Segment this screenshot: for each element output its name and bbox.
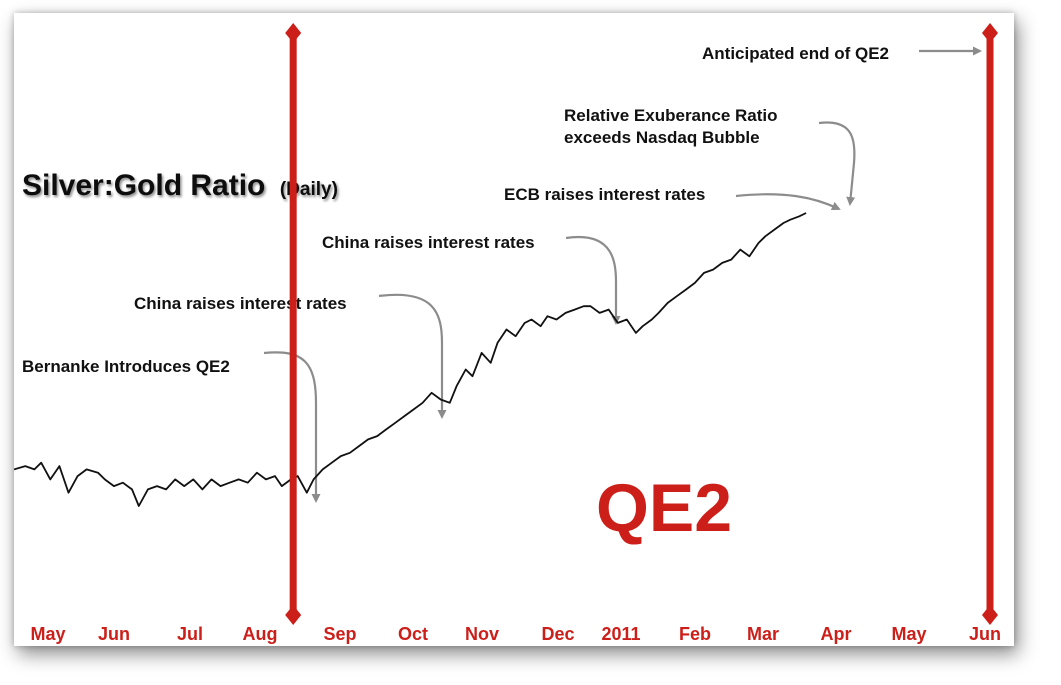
chart-slide: Silver:Gold Ratio (Daily) Bernanke Intro… xyxy=(14,13,1014,646)
annotation-arrow xyxy=(378,293,447,419)
annotation-0: Bernanke Introduces QE2 xyxy=(22,351,321,503)
chart-subtitle-text: (Daily) xyxy=(280,179,338,200)
qe2-start-top-diamond xyxy=(285,23,302,43)
x-tick-label: Feb xyxy=(679,624,711,644)
annotation-line: China raises interest rates xyxy=(134,294,347,313)
x-tick-label: May xyxy=(891,624,926,644)
x-tick-label: Jul xyxy=(177,624,203,644)
annotation-arrow xyxy=(565,235,621,325)
annotation-line: Anticipated end of QE2 xyxy=(702,44,889,63)
annotation-text: Relative Exuberance Ratio exceeds Nasdaq … xyxy=(564,106,778,147)
annotation-text: Bernanke Introduces QE2 xyxy=(22,357,230,376)
x-tick-label: Dec xyxy=(541,624,574,644)
series-line-layer xyxy=(14,212,807,507)
annotation-3: ECB raises interest rates xyxy=(504,185,841,211)
qe2-start-bottom-diamond xyxy=(285,605,302,625)
annotation-2: China raises interest rates xyxy=(322,233,621,325)
annotation-arrow xyxy=(263,351,321,503)
annotations: Bernanke Introduces QE2 China raises inte… xyxy=(22,44,982,503)
x-tick-label: Sep xyxy=(323,624,356,644)
chart-title: Silver:Gold Ratio (Daily) xyxy=(22,169,338,202)
x-tick-label: Aug xyxy=(243,624,278,644)
annotation-text: China raises interest rates xyxy=(134,294,347,313)
x-tick-label: Apr xyxy=(821,624,852,644)
x-tick-label: May xyxy=(30,624,65,644)
annotation-4: Relative Exuberance Ratio exceeds Nasdaq … xyxy=(564,106,856,206)
annotation-line: Bernanke Introduces QE2 xyxy=(22,357,230,376)
annotation-arrow xyxy=(818,121,856,206)
x-tick-label: 2011 xyxy=(601,624,640,644)
annotation-5: Anticipated end of QE2 xyxy=(702,44,982,63)
svg-text:Silver:Gold Ratio (Dai: Silver:Gold Ratio (Daily) xyxy=(22,169,338,202)
annotation-line: Relative Exuberance Ratio xyxy=(564,106,778,125)
qe2-end-marker xyxy=(982,23,998,625)
x-tick-label: Jun xyxy=(969,624,1001,644)
silver-gold-ratio-chart: Silver:Gold Ratio (Daily) Bernanke Intro… xyxy=(14,23,1001,644)
annotation-text: Anticipated end of QE2 xyxy=(702,44,889,63)
annotation-text: China raises interest rates xyxy=(322,233,535,252)
x-tick-label: Mar xyxy=(747,624,779,644)
qe2-start-marker xyxy=(285,23,302,625)
series-line-0 xyxy=(14,212,807,507)
qe2-end-top-diamond xyxy=(982,23,998,43)
annotation-line: China raises interest rates xyxy=(322,233,535,252)
annotation-1: China raises interest rates xyxy=(134,293,447,419)
annotation-line: exceeds Nasdaq Bubble xyxy=(564,128,760,147)
qe2-big-label: QE2 xyxy=(596,470,732,546)
x-tick-label: Oct xyxy=(398,624,428,644)
x-axis: May Jun Jul Aug Sep Oct Nov Dec 2011 Feb Mar Apr May… xyxy=(30,624,1001,644)
annotation-text: ECB raises interest rates xyxy=(504,185,705,204)
x-tick-label: Nov xyxy=(465,624,499,644)
annotation-arrow xyxy=(735,193,841,211)
chart-title-text: Silver:Gold Ratio xyxy=(22,169,265,202)
x-tick-label: Jun xyxy=(98,624,130,644)
annotation-line: ECB raises interest rates xyxy=(504,185,705,204)
qe2-end-bottom-diamond xyxy=(982,605,998,625)
qe2-markers xyxy=(285,23,998,625)
